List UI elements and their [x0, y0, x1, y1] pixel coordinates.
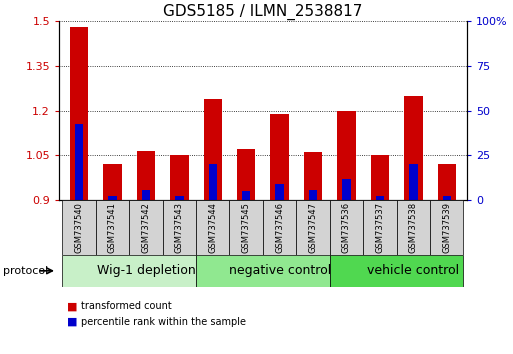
Bar	[270, 114, 289, 200]
Text: GSM737546: GSM737546	[275, 202, 284, 253]
Bar	[397, 200, 430, 255]
Bar	[229, 200, 263, 255]
Bar	[330, 200, 363, 255]
Bar	[129, 200, 163, 255]
Bar	[96, 200, 129, 255]
Text: GSM737540: GSM737540	[74, 202, 84, 253]
Bar	[263, 200, 297, 255]
Bar	[63, 200, 96, 255]
Bar	[330, 255, 463, 287]
Bar	[409, 164, 418, 200]
Bar	[137, 151, 155, 200]
Bar	[209, 164, 217, 200]
Text: protocol: protocol	[3, 266, 48, 276]
Bar	[404, 96, 423, 200]
Bar	[163, 200, 196, 255]
Bar	[363, 200, 397, 255]
Text: GSM737544: GSM737544	[208, 202, 218, 253]
Text: GSM737541: GSM737541	[108, 202, 117, 253]
Text: ■: ■	[67, 301, 77, 311]
Bar	[70, 27, 88, 200]
Bar	[142, 190, 150, 200]
Text: Wig-1 depletion: Wig-1 depletion	[96, 264, 195, 277]
Bar	[304, 152, 322, 200]
Title: GDS5185 / ILMN_2538817: GDS5185 / ILMN_2538817	[163, 4, 363, 20]
Text: vehicle control: vehicle control	[367, 264, 460, 277]
Text: GSM737537: GSM737537	[376, 202, 384, 253]
Text: GSM737538: GSM737538	[409, 202, 418, 253]
Text: GSM737536: GSM737536	[342, 202, 351, 253]
Bar	[371, 155, 389, 200]
Bar	[337, 110, 356, 200]
Bar	[275, 184, 284, 200]
Text: GSM737543: GSM737543	[175, 202, 184, 253]
Bar	[204, 99, 222, 200]
Bar	[75, 124, 83, 200]
Bar	[309, 190, 317, 200]
Bar	[175, 195, 184, 200]
Bar	[63, 255, 196, 287]
Bar	[196, 200, 229, 255]
Text: percentile rank within the sample: percentile rank within the sample	[81, 317, 246, 327]
Bar	[242, 191, 250, 200]
Text: ■: ■	[67, 317, 77, 327]
Bar	[438, 164, 456, 200]
Bar	[108, 195, 116, 200]
Text: GSM737547: GSM737547	[308, 202, 318, 253]
Bar	[297, 200, 330, 255]
Bar	[376, 195, 384, 200]
Text: GSM737545: GSM737545	[242, 202, 251, 253]
Bar	[237, 149, 255, 200]
Bar	[443, 195, 451, 200]
Bar	[342, 179, 351, 200]
Text: transformed count: transformed count	[81, 301, 172, 311]
Bar	[170, 155, 189, 200]
Bar	[430, 200, 463, 255]
Text: GSM737539: GSM737539	[442, 202, 451, 253]
Bar	[103, 164, 122, 200]
Text: GSM737542: GSM737542	[142, 202, 150, 253]
Text: negative control: negative control	[228, 264, 331, 277]
Bar	[196, 255, 330, 287]
